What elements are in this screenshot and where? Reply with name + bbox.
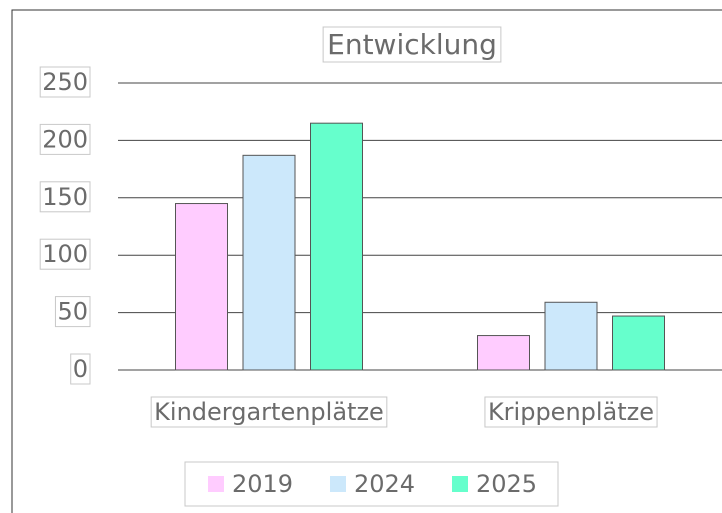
y-tick-label: 150 <box>42 183 88 211</box>
legend-box <box>184 461 559 507</box>
y-tick-label: 0 <box>73 355 88 383</box>
x-tick-label: Krippenplätze <box>488 398 654 426</box>
bar <box>477 335 530 371</box>
chart-frame <box>11 9 722 513</box>
legend-swatch <box>452 476 468 492</box>
y-tick-label: 100 <box>42 240 88 268</box>
x-tick-label-box <box>150 396 388 428</box>
x-tick-label-box <box>484 396 658 428</box>
bar <box>612 315 665 371</box>
y-tick-label: 200 <box>42 125 88 153</box>
y-tick-label-box <box>39 238 91 270</box>
legend-swatch <box>208 476 224 492</box>
bar <box>242 154 296 371</box>
chart-title-box <box>322 26 502 63</box>
chart-title: Entwicklung <box>327 28 497 61</box>
x-tick-label: Kindergartenplätze <box>154 398 384 426</box>
y-tick-label: 250 <box>42 68 88 96</box>
bar <box>175 203 228 371</box>
y-tick-label-box <box>39 123 91 155</box>
bar <box>544 301 598 371</box>
legend-swatch <box>330 476 346 492</box>
y-tick-label: 50 <box>57 298 88 326</box>
y-tick-label-box <box>39 66 91 98</box>
legend-label: 2019 <box>232 470 293 498</box>
y-tick-label-box <box>39 181 91 213</box>
legend-label: 2025 <box>476 470 537 498</box>
y-tick-label-box <box>70 353 91 385</box>
bar <box>310 122 363 371</box>
legend-label: 2024 <box>354 470 415 498</box>
y-tick-label-box <box>54 296 91 328</box>
